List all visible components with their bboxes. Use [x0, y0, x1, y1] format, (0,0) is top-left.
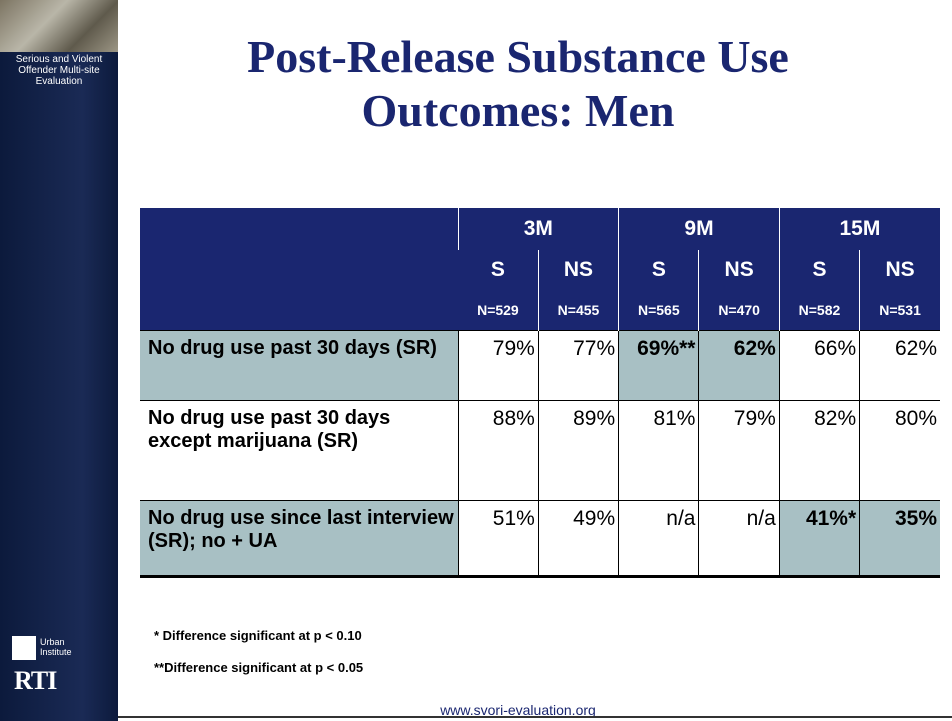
subheader: NS: [698, 250, 780, 290]
group-header: 15M: [778, 208, 940, 250]
rti-logo: RTI: [14, 666, 57, 695]
title-line: Outcomes: Men: [361, 85, 675, 136]
project-name: Serious and Violent Offender Multi-site …: [15, 54, 103, 87]
photo: [0, 0, 118, 52]
sample-size: N=470: [698, 290, 780, 330]
data-row: No drug use since last interview (SR); n…: [140, 499, 940, 576]
subheader: S: [458, 250, 539, 290]
group-header: 9M: [618, 208, 780, 250]
subheader: S: [778, 250, 860, 290]
sample-size: N=565: [618, 290, 699, 330]
cell: 41%*: [778, 499, 860, 576]
sidebar: Serious and Violent Offender Multi-site …: [0, 0, 118, 721]
title-line: Post-Release Substance Use: [247, 31, 789, 82]
cell: 49%: [537, 499, 619, 576]
cell: 82%: [778, 399, 860, 500]
title: Post-Release Substance Use Outcomes: Men: [118, 30, 918, 138]
cell: n/a: [618, 499, 699, 576]
sample-size: N=529: [458, 290, 539, 330]
frame-line: [118, 716, 952, 718]
urban-logo-icon: [12, 636, 36, 660]
sample-size: N=455: [537, 290, 619, 330]
subheader-row: S NS S NS S NS: [140, 250, 940, 290]
sample-size: N=582: [778, 290, 860, 330]
cell: 81%: [618, 399, 699, 500]
sample-size: N=531: [859, 290, 940, 330]
row-label: No drug use since last interview (SR); n…: [140, 499, 458, 576]
data-row: No drug use past 30 days (SR) 79% 77% 69%**…: [140, 329, 940, 400]
header-row: 3M 9M 15M: [140, 208, 940, 330]
subheader: NS: [537, 250, 619, 290]
data-row: No drug use past 30 days except marijuan…: [140, 399, 940, 500]
row-label: No drug use past 30 days except marijuan…: [140, 399, 458, 500]
cell: 69%**: [618, 329, 699, 400]
cell: 88%: [457, 399, 539, 500]
row-label: No drug use past 30 days (SR): [140, 329, 458, 400]
subheader: NS: [859, 250, 940, 290]
cell: 62%: [698, 329, 780, 400]
cell: 35%: [859, 499, 940, 576]
cell: n/a: [698, 499, 780, 576]
urban-logo: Urban Institute: [40, 637, 72, 657]
cell: 80%: [859, 399, 940, 500]
cell: 77%: [537, 329, 619, 400]
cell: 79%: [698, 399, 780, 500]
subheader: S: [618, 250, 699, 290]
cell: 51%: [457, 499, 539, 576]
cell: 62%: [859, 329, 940, 400]
cell: 89%: [537, 399, 619, 500]
cell: 79%: [457, 329, 539, 400]
group-header: 3M: [457, 208, 619, 250]
header-corner: [140, 208, 458, 330]
footnote: **Difference significant at p < 0.05: [154, 660, 364, 675]
n-row: N=529 N=455 N=565 N=470 N=582 N=531: [140, 290, 940, 330]
table: 3M 9M 15M S NS S NS S NS N=529 N=455 N=565 N=470 N=58…: [140, 208, 940, 578]
footer-url: www.svori-evaluation.org: [440, 702, 596, 718]
cell: 66%: [778, 329, 860, 400]
footnote: * Difference significant at p < 0.10: [154, 628, 362, 643]
